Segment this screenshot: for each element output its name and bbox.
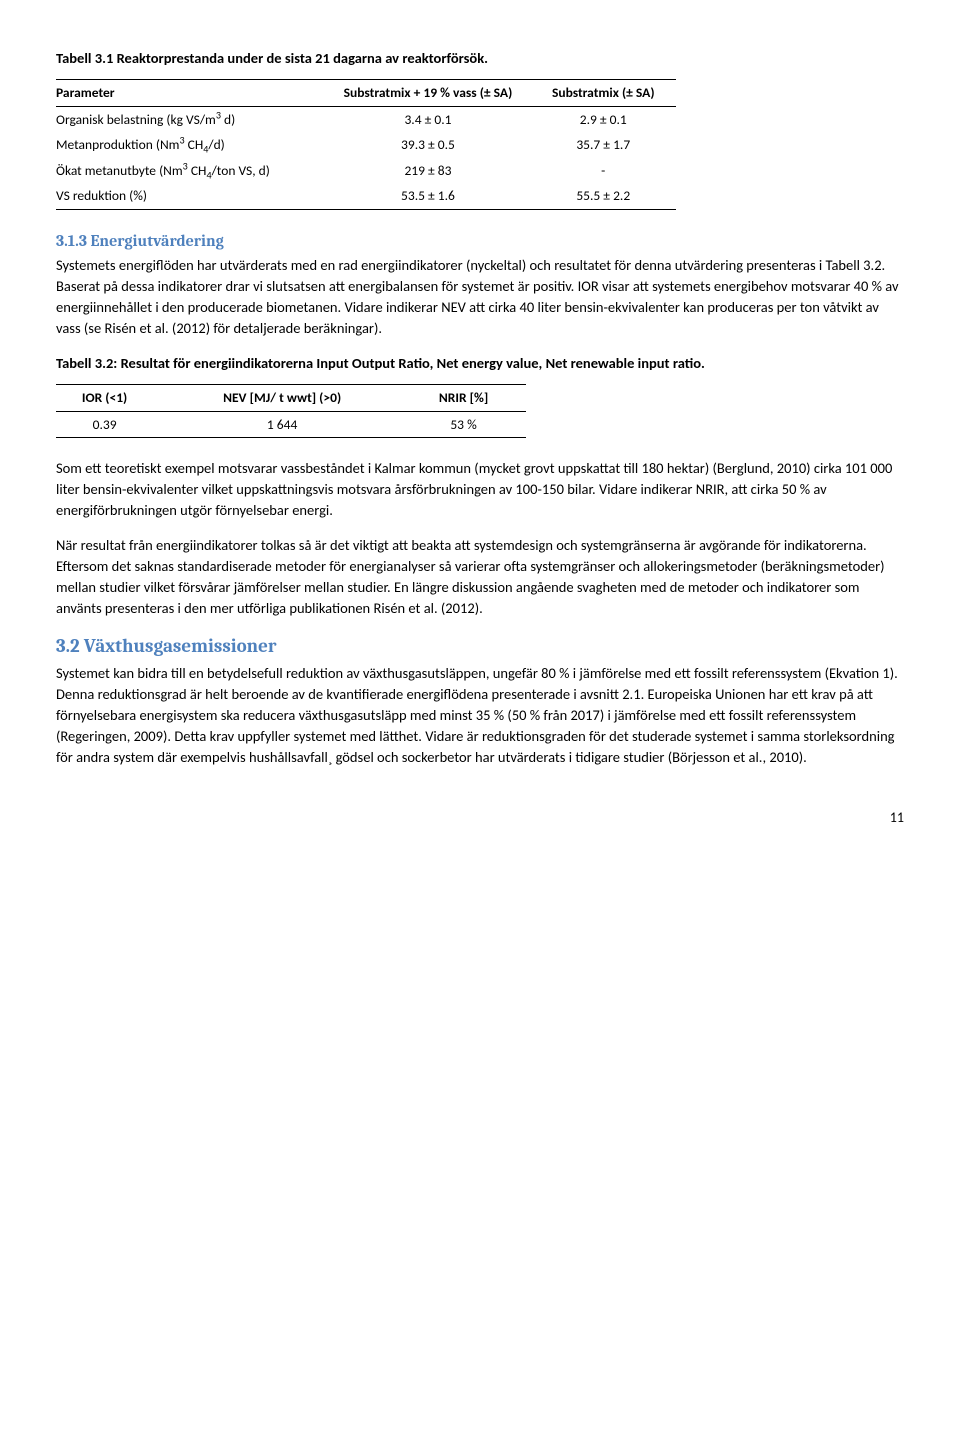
table-cell: Ökat metanutbyte (Nm3 CH4/ton VS, d) bbox=[56, 158, 325, 184]
table1-header-cell: Substratmix + 19 % vass (± SA) bbox=[325, 80, 540, 107]
table-cell: 53.5 ± 1.6 bbox=[325, 183, 540, 209]
table1-header-cell: Substratmix (± SA) bbox=[540, 80, 676, 107]
table2: IOR (<1) NEV [MJ/ t wwt] (>0) NRIR [%] 0… bbox=[56, 384, 526, 438]
table-row: Organisk belastning (kg VS/m3 d) 3.4 ± 0… bbox=[56, 106, 676, 132]
table2-caption: Tabell 3.2: Resultat för energiindikator… bbox=[56, 353, 904, 374]
para-kalmar: Som ett teoretiskt exempel motsvarar vas… bbox=[56, 458, 904, 521]
table-cell: Organisk belastning (kg VS/m3 d) bbox=[56, 106, 325, 132]
table-cell: 55.5 ± 2.2 bbox=[540, 183, 676, 209]
table2-header-row: IOR (<1) NEV [MJ/ t wwt] (>0) NRIR [%] bbox=[56, 385, 526, 412]
table-cell: 0.39 bbox=[56, 411, 163, 438]
table-cell: VS reduktion (%) bbox=[56, 183, 325, 209]
table-row: VS reduktion (%) 53.5 ± 1.6 55.5 ± 2.2 bbox=[56, 183, 676, 209]
table-cell: 219 ± 83 bbox=[325, 158, 540, 184]
table-cell: 35.7 ± 1.7 bbox=[540, 132, 676, 158]
para-32: Systemet kan bidra till en betydelsefull… bbox=[56, 663, 904, 768]
table-cell: 39.3 ± 0.5 bbox=[325, 132, 540, 158]
table-cell: 53 % bbox=[411, 411, 526, 438]
table2-header-cell: NRIR [%] bbox=[411, 385, 526, 412]
table-row: 0.39 1 644 53 % bbox=[56, 411, 526, 438]
heading-3-1-3: 3.1.3 Energiutvärdering bbox=[56, 230, 904, 253]
table1-caption: Tabell 3.1 Reaktorprestanda under de sis… bbox=[56, 48, 904, 69]
table1-header-cell: Parameter bbox=[56, 80, 325, 107]
heading-3-2: 3.2 Växthusgasemissioner bbox=[56, 633, 904, 661]
table-cell: 3.4 ± 0.1 bbox=[325, 106, 540, 132]
table-row: Metanproduktion (Nm3 CH4/d) 39.3 ± 0.5 3… bbox=[56, 132, 676, 158]
table-cell: - bbox=[540, 158, 676, 184]
para-indicators: När resultat från energiindikatorer tolk… bbox=[56, 535, 904, 619]
table1: Parameter Substratmix + 19 % vass (± SA)… bbox=[56, 79, 676, 210]
table-cell: 1 644 bbox=[163, 411, 411, 438]
page-number: 11 bbox=[56, 808, 904, 828]
table-cell: Metanproduktion (Nm3 CH4/d) bbox=[56, 132, 325, 158]
table2-header-cell: IOR (<1) bbox=[56, 385, 163, 412]
table2-header-cell: NEV [MJ/ t wwt] (>0) bbox=[163, 385, 411, 412]
table1-header-row: Parameter Substratmix + 19 % vass (± SA)… bbox=[56, 80, 676, 107]
para-313: Systemets energiflöden har utvärderats m… bbox=[56, 255, 904, 339]
table-cell: 2.9 ± 0.1 bbox=[540, 106, 676, 132]
table-row: Ökat metanutbyte (Nm3 CH4/ton VS, d) 219… bbox=[56, 158, 676, 184]
